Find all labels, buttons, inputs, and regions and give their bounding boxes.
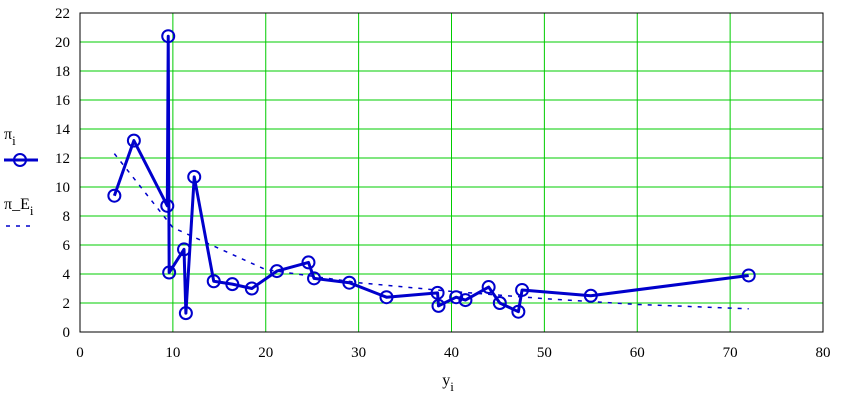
- plot-frame: [79, 12, 824, 333]
- series-pi-point: [307, 271, 322, 286]
- x-axis-label: yi: [442, 372, 454, 394]
- legend-marker-pi: [13, 153, 27, 167]
- series-pi-point: [225, 277, 240, 292]
- series-pi-point: [741, 268, 756, 283]
- series-pi-point: [161, 29, 176, 44]
- y-tick-label: 4: [63, 267, 71, 283]
- series-pi-point: [379, 290, 394, 305]
- series-pi-point: [481, 280, 496, 295]
- series-pi-point: [177, 242, 192, 257]
- series-pi-point: [178, 306, 193, 321]
- y-tick-label: 18: [55, 64, 70, 80]
- series-pi-point: [206, 274, 221, 289]
- series-pi-point: [515, 282, 530, 297]
- x-axis-label-sub: i: [450, 379, 454, 394]
- series-pi-line: [112, 34, 749, 315]
- x-tick-label: 20: [258, 345, 273, 361]
- legend-label-pi-e: π_Ei: [4, 196, 34, 218]
- tick-labels: 0 10 20 30 40 50 60 70 80 0 2 4 6 8 10 12 14 16 18 20 22: [55, 6, 831, 361]
- y-tick-label: 6: [63, 238, 71, 254]
- legend-label-pi-sub: i: [12, 133, 16, 148]
- series-layer: [107, 29, 756, 321]
- x-tick-label: 80: [816, 345, 831, 361]
- legend-label-pi-e-main: π_E: [4, 196, 30, 213]
- series-pi-point: [187, 169, 202, 184]
- grid: [80, 13, 823, 332]
- x-tick-label: 10: [165, 345, 180, 361]
- x-tick-label: 70: [723, 345, 738, 361]
- y-tick-label: 0: [63, 325, 71, 341]
- legend-label-pi-main: π: [4, 126, 12, 143]
- series-pi-point: [269, 264, 284, 279]
- y-tick-label: 8: [63, 209, 71, 225]
- y-tick-label: 14: [55, 122, 71, 138]
- series-pi-point: [449, 290, 464, 305]
- y-tick-label: 22: [55, 6, 70, 22]
- series-pi-point: [342, 275, 357, 290]
- y-tick-label: 2: [63, 296, 71, 312]
- x-tick-label: 50: [537, 345, 552, 361]
- y-tick-label: 10: [55, 180, 70, 196]
- series-pi-point: [511, 304, 526, 319]
- series-pi-point: [301, 255, 316, 270]
- series-pi-e-line: [113, 153, 749, 310]
- y-tick-label: 12: [55, 151, 70, 167]
- series-pi-point: [244, 281, 259, 296]
- y-tick-label: 16: [55, 93, 71, 109]
- series-pi-point: [583, 288, 598, 303]
- legend-label-pi-e-sub: i: [30, 203, 34, 218]
- legend-label-pi: πi: [4, 126, 16, 148]
- x-tick-label: 40: [444, 345, 459, 361]
- series-pi-point: [431, 298, 446, 313]
- series-pi-point: [126, 133, 141, 148]
- x-axis-label-main: y: [442, 372, 450, 389]
- x-tick-label: 30: [351, 345, 366, 361]
- legend: πi π_Ei: [4, 126, 38, 227]
- series-pi-point: [160, 198, 175, 213]
- series-pi-point: [162, 265, 177, 280]
- series-pi-point: [107, 188, 122, 203]
- series-pi-point: [458, 293, 473, 308]
- series-pi-point: [492, 296, 507, 310]
- series-pi-point: [430, 285, 445, 300]
- x-tick-label: 60: [630, 345, 645, 361]
- x-tick-label: 0: [76, 345, 84, 361]
- y-tick-label: 20: [55, 35, 70, 51]
